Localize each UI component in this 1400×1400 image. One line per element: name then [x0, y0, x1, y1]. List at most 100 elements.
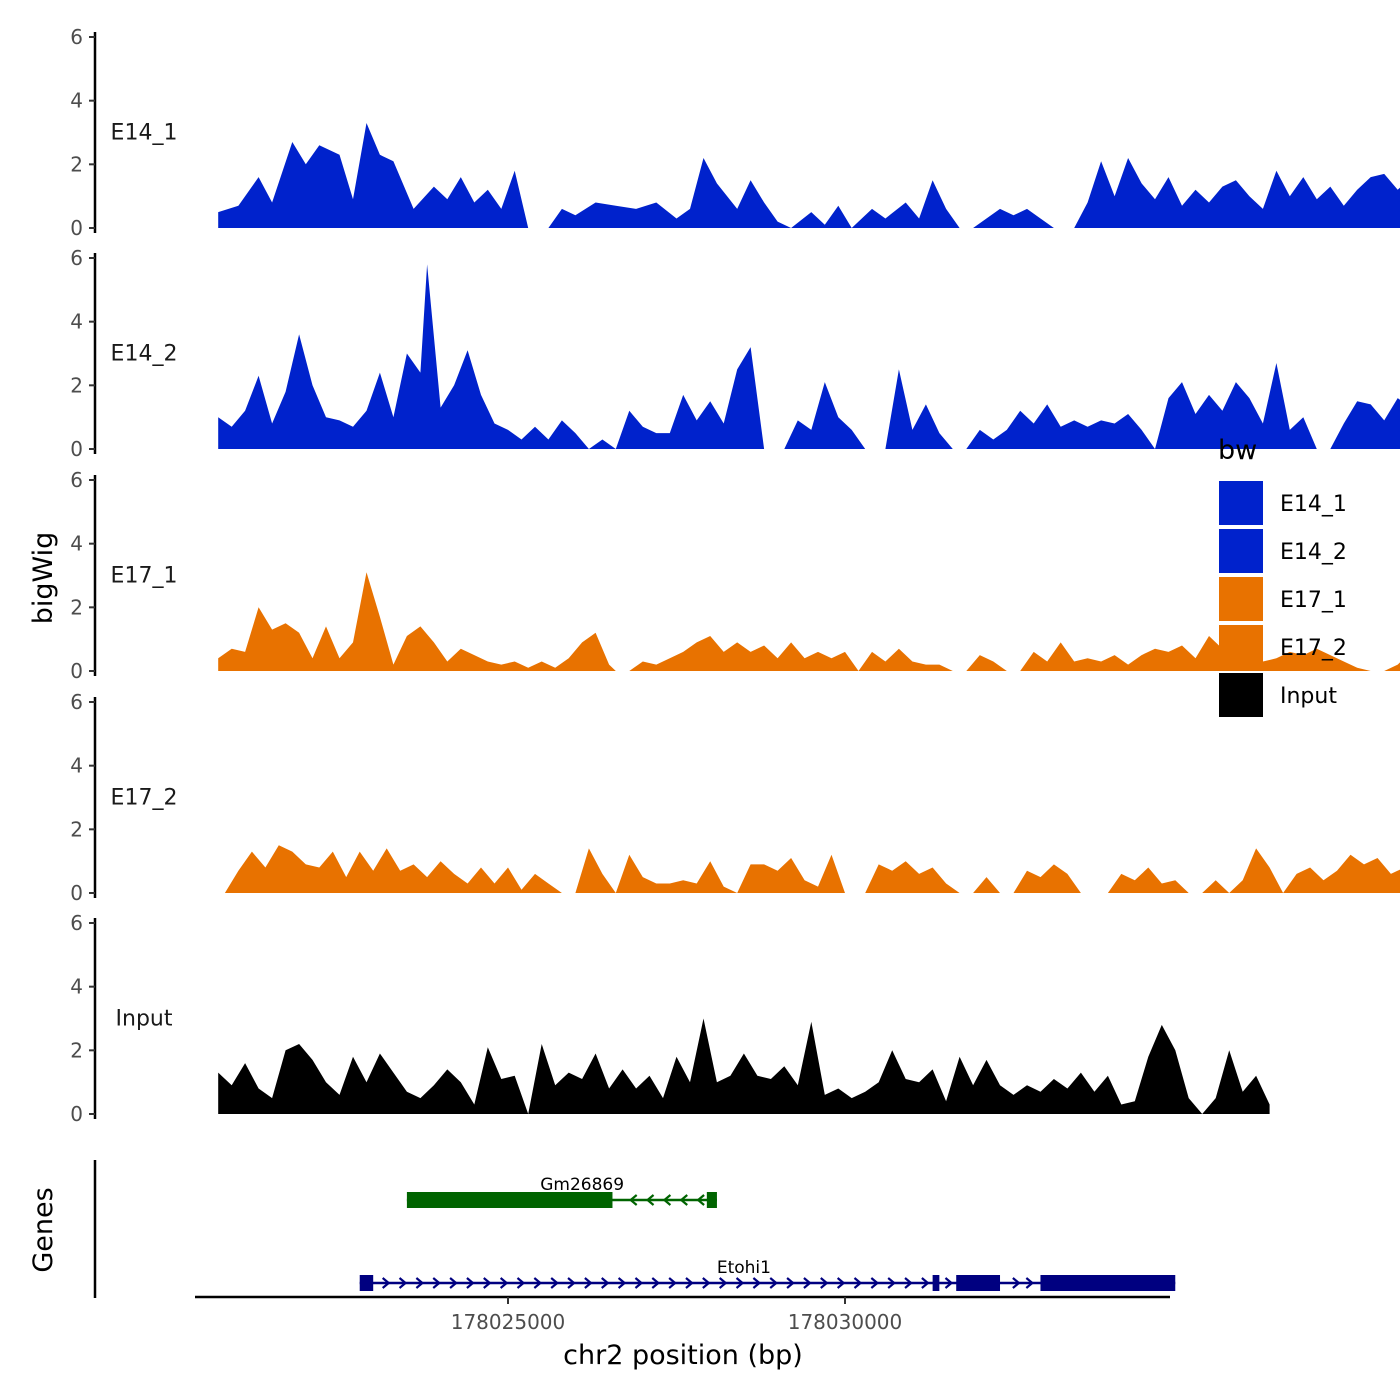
- strand-arrow: [803, 1277, 812, 1289]
- strand-arrow: [668, 1277, 677, 1289]
- track-input: 0 2 4 6 Input: [70, 911, 1270, 1126]
- tracks-layer: 0 2 4 6 E14_1 0 2 4 6 E14_2 0 2 4 6 E17_1 0 2 4 6 E17_2 0 2 4 6…: [70, 25, 1400, 1126]
- strand-arrow: [786, 1277, 795, 1289]
- strand-arrow: [853, 1277, 863, 1289]
- x-tick-label: 178025000: [451, 1310, 566, 1334]
- y-tick-label: 0: [70, 659, 83, 683]
- strand-arrow: [617, 1277, 627, 1289]
- y-tick-label: 0: [70, 881, 83, 905]
- track-e14-1: 0 2 4 6 E14_1: [70, 25, 1400, 240]
- x-tick-label: 178030000: [788, 1310, 903, 1334]
- track-label: E17_2: [111, 786, 178, 811]
- gene-gm26869: Gm26869: [406, 1175, 717, 1208]
- legend-entry-e14-1: E14_1: [1219, 481, 1347, 525]
- strand-arrow: [499, 1277, 509, 1289]
- gene-exon: [932, 1275, 940, 1291]
- track-label: E14_2: [111, 342, 178, 367]
- gene-label: Etohi1: [717, 1258, 771, 1278]
- y-tick-label: 2: [70, 373, 83, 397]
- strand-arrow: [836, 1277, 846, 1289]
- y-tick-label: 2: [70, 1038, 83, 1062]
- gene-exon: [406, 1192, 613, 1208]
- coverage-area-e14-1: [218, 123, 1400, 228]
- legend-label: Input: [1280, 684, 1337, 709]
- coverage-area-e17-2: [224, 845, 1400, 893]
- strand-arrow: [398, 1277, 408, 1289]
- strand-arrow: [1012, 1277, 1021, 1289]
- strand-arrow: [718, 1277, 728, 1289]
- strand-arrow: [483, 1277, 492, 1289]
- strand-arrow: [516, 1277, 526, 1289]
- legend-swatch: [1219, 529, 1263, 573]
- strand-arrow: [870, 1277, 880, 1289]
- strand-arrow: [702, 1277, 711, 1289]
- track-e17-2: 0 2 4 6 E17_2: [70, 690, 1400, 905]
- y-tick-label: 4: [70, 89, 83, 113]
- strand-arrow: [449, 1277, 458, 1289]
- strand-arrow: [567, 1277, 576, 1289]
- legend-entry-input: Input: [1219, 673, 1337, 717]
- coverage-area-input: [218, 1018, 1270, 1114]
- strand-arrow: [381, 1277, 391, 1289]
- y-tick-label: 4: [70, 975, 83, 999]
- y-tick-label: 0: [70, 437, 83, 461]
- legend-label: E17_2: [1280, 636, 1347, 661]
- gene-exon: [956, 1275, 1001, 1291]
- y-tick-label: 6: [70, 468, 83, 492]
- y-tick-label: 6: [70, 911, 83, 935]
- strand-arrow: [634, 1277, 644, 1289]
- track-e17-1: 0 2 4 6 E17_1: [70, 468, 1400, 683]
- strand-arrow: [1025, 1277, 1035, 1289]
- y-tick-label: 4: [70, 532, 83, 556]
- gene-exon: [1040, 1275, 1176, 1291]
- strand-arrow: [601, 1277, 610, 1289]
- track-label: E17_1: [111, 564, 178, 589]
- y-tick-label: 2: [70, 152, 83, 176]
- legend-swatch: [1219, 625, 1263, 669]
- strand-arrow: [696, 1194, 705, 1206]
- y-tick-label: 6: [70, 25, 83, 49]
- coverage-area-e14-2: [218, 264, 1400, 449]
- strand-arrow: [651, 1277, 660, 1289]
- strand-arrow: [628, 1194, 638, 1206]
- strand-arrow: [685, 1277, 694, 1289]
- track-e14-2: 0 2 4 6 E14_2: [70, 246, 1400, 461]
- strand-arrow: [752, 1277, 762, 1289]
- strand-arrow: [887, 1277, 896, 1289]
- x-axis: 178025000 178030000: [195, 1295, 1170, 1334]
- strand-arrow: [921, 1277, 930, 1289]
- strand-arrow: [550, 1277, 559, 1289]
- strand-arrow: [904, 1277, 913, 1289]
- gene-exon: [359, 1275, 374, 1291]
- y-tick-label: 4: [70, 310, 83, 334]
- strand-arrow: [415, 1277, 425, 1289]
- strand-arrow: [820, 1277, 829, 1289]
- legend-title: bw: [1218, 435, 1257, 466]
- strand-arrow: [944, 1277, 954, 1289]
- legend-swatch: [1219, 577, 1263, 621]
- gene-exon: [706, 1192, 717, 1208]
- track-label: Input: [116, 1007, 173, 1032]
- legend-label: E17_1: [1280, 588, 1347, 613]
- y-tick-label: 6: [70, 690, 83, 714]
- legend: bw E14_1 E14_2 E17_1 E17_2 Input: [1218, 435, 1347, 717]
- y-tick-label: 0: [70, 216, 83, 240]
- legend-entry-e17-1: E17_1: [1219, 577, 1347, 621]
- legend-swatch: [1219, 481, 1263, 525]
- legend-entry-e17-2: E17_2: [1219, 625, 1347, 669]
- strand-arrow: [769, 1277, 778, 1289]
- y-tick-label: 2: [70, 817, 83, 841]
- gene-label: Gm26869: [540, 1175, 624, 1195]
- strand-arrow: [679, 1194, 688, 1206]
- track-label: E14_1: [111, 121, 178, 146]
- legend-swatch: [1219, 673, 1263, 717]
- gene-etohi1: Etohi1: [359, 1258, 1176, 1291]
- strand-arrow: [466, 1277, 475, 1289]
- genes-axis-title: Genes: [28, 1187, 59, 1272]
- strand-arrow: [432, 1277, 441, 1289]
- legend-label: E14_1: [1280, 492, 1347, 517]
- y-axis-title: bigWig: [28, 532, 59, 625]
- y-tick-label: 4: [70, 754, 83, 778]
- strand-arrow: [735, 1277, 745, 1289]
- y-tick-label: 2: [70, 595, 83, 619]
